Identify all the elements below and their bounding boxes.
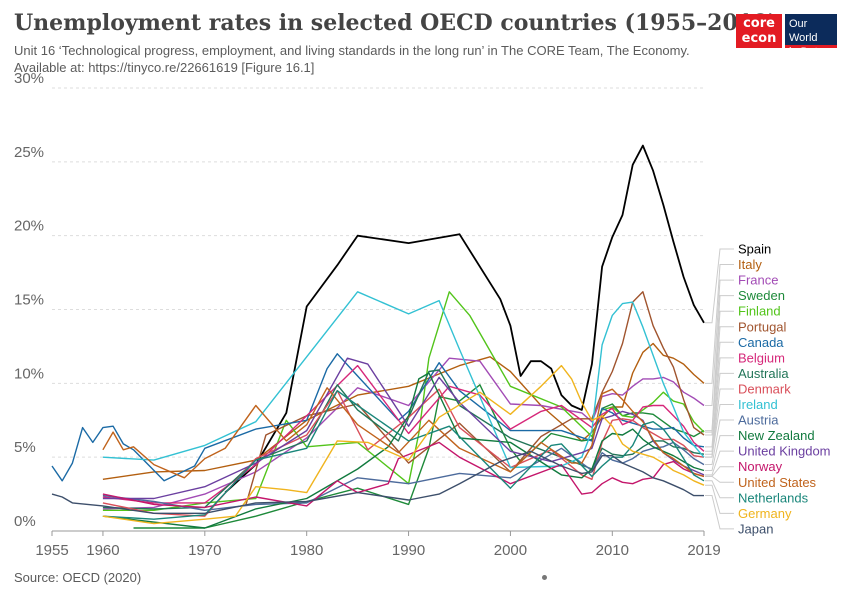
legend-label-finland[interactable]: Finland — [738, 304, 781, 319]
legend-connector — [705, 484, 734, 514]
series-line-australia[interactable] — [102, 369, 705, 510]
legend-connector — [705, 326, 734, 436]
legend-connector — [705, 495, 734, 530]
y-tick-label: 20% — [14, 218, 44, 235]
logo-owid-line1: Our World — [789, 18, 818, 44]
legend-label-italy[interactable]: Italy — [738, 257, 762, 272]
legend-connector — [705, 404, 734, 458]
x-tick-label: 1960 — [86, 542, 119, 559]
legend-label-netherlands[interactable]: Netherlands — [738, 490, 809, 505]
legend-label-austria[interactable]: Austria — [738, 413, 779, 428]
legend-label-germany[interactable]: Germany — [738, 506, 792, 521]
legend-connector — [705, 435, 734, 471]
legend: SpainItalyFranceSwedenFinlandPortugalCan… — [705, 242, 831, 536]
legend-label-united-states[interactable]: United States — [738, 475, 817, 490]
series-line-japan[interactable] — [51, 450, 704, 514]
x-tick-label: 2019 — [687, 542, 720, 559]
series-line-united-states[interactable] — [102, 387, 705, 479]
our-world-in-data-logo[interactable]: Our World in Data — [785, 14, 837, 58]
series-line-italy[interactable] — [102, 342, 705, 480]
core-econ-logo[interactable]: core econ — [736, 14, 782, 48]
x-tick-label: 1980 — [290, 542, 323, 559]
legend-label-japan[interactable]: Japan — [738, 521, 773, 536]
y-tick-label: 0% — [14, 513, 36, 530]
series-line-finland[interactable] — [102, 291, 705, 511]
x-tick-label: 2010 — [596, 542, 629, 559]
legend-connector — [705, 248, 734, 324]
x-tick-label: 1955 — [35, 542, 68, 559]
logo-owid-line2: in Data — [789, 46, 824, 58]
legend-label-denmark[interactable]: Denmark — [738, 381, 791, 396]
x-tick-label: 1970 — [188, 542, 221, 559]
axes: 0% 5% 10% 15% 20% 25% 30% 1955 1960 1970 1980 1990 2… — [14, 70, 721, 559]
x-tick-label: 1990 — [392, 542, 425, 559]
legend-label-spain[interactable]: Spain — [738, 242, 771, 257]
legend-label-sweden[interactable]: Sweden — [738, 288, 785, 303]
series-line-sweden[interactable] — [133, 384, 705, 529]
gridlines — [52, 87, 704, 458]
series-line-austria[interactable] — [102, 441, 705, 511]
y-tick-label: 30% — [14, 70, 44, 87]
series-line-belgium[interactable] — [102, 364, 705, 504]
series-line-spain[interactable] — [224, 144, 705, 494]
legend-connector — [705, 480, 734, 499]
series-lines — [51, 144, 705, 529]
y-tick-label: 25% — [14, 144, 44, 161]
legend-label-united-kingdom[interactable]: United Kingdom — [738, 444, 831, 459]
legend-label-australia[interactable]: Australia — [738, 366, 789, 381]
legend-label-france[interactable]: France — [738, 273, 778, 288]
legend-connector — [705, 279, 734, 406]
legend-label-new-zealand[interactable]: New Zealand — [738, 428, 815, 443]
legend-label-norway[interactable]: Norway — [738, 459, 783, 474]
legend-label-ireland[interactable]: Ireland — [738, 397, 778, 412]
legend-connector — [705, 450, 734, 476]
series-line-norway[interactable] — [102, 441, 705, 509]
legend-connector — [705, 264, 734, 384]
legend-connector — [705, 475, 734, 483]
source-note: Source: OECD (2020) — [14, 570, 142, 585]
legend-connector — [705, 310, 734, 433]
logo-core-line1: core — [743, 16, 775, 31]
legend-label-belgium[interactable]: Belgium — [738, 350, 785, 365]
series-line-portugal[interactable] — [244, 291, 705, 507]
x-tick-label: 2000 — [494, 542, 527, 559]
chart-subtitle: Unit 16 ‘Technological progress, employm… — [14, 43, 690, 75]
legend-connector — [705, 295, 734, 432]
y-tick-label: 15% — [14, 292, 44, 309]
legend-connector — [705, 341, 734, 448]
legend-label-canada[interactable]: Canada — [738, 335, 784, 350]
series-line-germany[interactable] — [102, 364, 705, 525]
y-tick-label: 10% — [14, 365, 44, 382]
chart-title: Unemployment rates in selected OECD coun… — [14, 10, 779, 36]
series-line-denmark[interactable] — [102, 388, 705, 517]
series-line-netherlands[interactable] — [102, 390, 705, 520]
legend-connector — [705, 357, 734, 452]
legend-label-portugal[interactable]: Portugal — [738, 319, 787, 334]
series-line-ireland[interactable] — [102, 291, 705, 469]
legend-connector — [705, 419, 734, 466]
legend-connector — [705, 372, 734, 455]
logo-core-line2: econ — [741, 31, 777, 46]
y-tick-label: 5% — [14, 439, 36, 456]
pagination-dot[interactable] — [542, 575, 547, 580]
